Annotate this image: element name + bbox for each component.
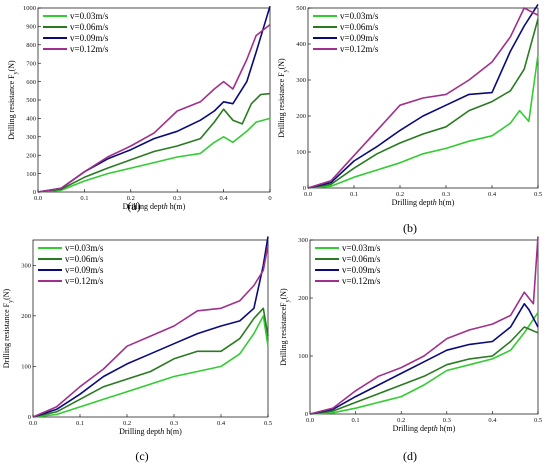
series-line — [307, 7, 539, 189]
x-tick-label: 0.3 — [443, 417, 451, 424]
legend-entry: v=0.06m/s — [342, 254, 381, 264]
series-line — [32, 236, 269, 418]
series-line — [309, 236, 539, 415]
legend-entry: v=0.03m/s — [65, 243, 104, 253]
legend-entry: v=0.09m/s — [342, 265, 381, 275]
x-tick-label: 0.4 — [488, 191, 497, 198]
x-tick-label: 0.0 — [34, 195, 42, 202]
panel-label: (a) — [127, 199, 140, 213]
y-tick-label: 200 — [296, 113, 306, 120]
y-tick-label: 400 — [296, 41, 306, 48]
legend-entry: v=0.09m/s — [70, 33, 109, 43]
x-tick-label: 0.3 — [170, 420, 178, 427]
legend-entry: v=0.12m/s — [70, 44, 109, 54]
legend-entry: v=0.03m/s — [342, 243, 381, 253]
legend-entry: v=0.12m/s — [340, 44, 379, 54]
x-tick-label: 0.2 — [127, 195, 135, 202]
panel-label: (d) — [403, 449, 417, 463]
legend-entry: v=0.03m/s — [340, 11, 379, 21]
x-tick-label: 0.3 — [442, 191, 450, 198]
legend-entry: v=0.12m/s — [342, 276, 381, 286]
legend-entry: v=0.06m/s — [65, 254, 104, 264]
x-tick-label: 0.5 — [534, 191, 542, 198]
y-tick-label: 200 — [298, 295, 308, 302]
x-tick-label: 0.5 — [264, 420, 272, 427]
series-line — [37, 117, 271, 193]
x-tick-label: 0.4 — [217, 420, 226, 427]
y-tick-label: 0 — [33, 189, 36, 196]
y-tick-label: 400 — [26, 116, 36, 123]
y-tick-label: 0 — [303, 185, 306, 192]
series-line — [309, 326, 539, 415]
y-tick-label: 100 — [21, 364, 31, 371]
x-axis-label: Drilling depth h(m) — [123, 202, 186, 211]
series-line — [307, 3, 539, 189]
chart-panel: 0.0 0.1 0.2 0.3 0.4 0.5 0 100 200 300 400 500 Drilli… — [277, 3, 542, 235]
legend-entry: v=0.06m/s — [70, 22, 109, 32]
x-tick-label: 0.0 — [306, 417, 314, 424]
chart-panel: 0.0 0.1 0.2 0.3 0.4 0 0 100 200 300 400 500 600 700 80… — [7, 5, 272, 213]
x-tick-label: 0.4 — [220, 195, 229, 202]
panel-label: (b) — [403, 221, 417, 235]
y-axis-label: Drilling resistance Fy(N) — [2, 288, 14, 368]
chart-panel: 0.0 0.1 0.2 0.3 0.4 0.5 0 100 200 300 Drilling dep… — [2, 236, 272, 463]
series-line — [32, 244, 269, 418]
x-tick-label: 0.4 — [488, 417, 497, 424]
x-tick-label: 0.1 — [80, 195, 88, 202]
x-axis-label: Drilling depth h(m) — [393, 424, 456, 433]
series-line — [307, 18, 539, 189]
series-line — [309, 302, 539, 415]
legend-entry: v=0.09m/s — [340, 33, 379, 43]
y-tick-label: 500 — [296, 5, 306, 12]
y-tick-label: 100 — [26, 171, 36, 178]
y-axis-label: Drilling resistanceFy(N) — [279, 288, 291, 366]
plot-frame — [32, 239, 269, 418]
x-tick-label: 0.1 — [76, 420, 84, 427]
y-tick-label: 300 — [296, 77, 306, 84]
x-tick-label: 0.3 — [173, 195, 181, 202]
y-tick-label: 500 — [26, 97, 36, 104]
series-line — [307, 54, 539, 189]
x-tick-label: 0 — [268, 195, 271, 202]
x-tick-label: 0.1 — [350, 191, 358, 198]
series-line — [32, 315, 269, 418]
y-axis-label: Drilling resistance Fy(N) — [7, 60, 19, 140]
x-tick-label: 0.0 — [29, 420, 37, 427]
series-line — [37, 23, 271, 193]
y-tick-label: 300 — [298, 237, 308, 244]
y-tick-label: 100 — [298, 353, 308, 360]
y-tick-label: 0 — [28, 414, 31, 421]
y-tick-label: 600 — [26, 79, 36, 86]
x-tick-label: 0.0 — [304, 191, 312, 198]
x-axis-label: Drilling depth h(m) — [119, 427, 182, 436]
y-tick-label: 100 — [296, 149, 306, 156]
x-axis-label: Drilling depth h(m) — [392, 198, 455, 207]
y-tick-label: 1000 — [23, 5, 36, 12]
y-axis-label: Drilling resistance Fy(N) — [277, 58, 289, 138]
y-tick-label: 200 — [21, 313, 31, 320]
y-tick-label: 300 — [26, 134, 36, 141]
y-tick-label: 700 — [26, 60, 36, 67]
legend-entry: v=0.09m/s — [65, 265, 104, 275]
chart-panel: 0.0 0.1 0.2 0.3 0.4 0.5 0 100 200 300 Drilling dep… — [279, 236, 542, 463]
legend-entry: v=0.03m/s — [70, 11, 109, 21]
panel-label: (c) — [135, 449, 148, 463]
series-line — [32, 307, 269, 418]
x-tick-label: 0.2 — [397, 417, 405, 424]
legend-entry: v=0.06m/s — [340, 22, 379, 32]
x-tick-label: 0.2 — [396, 191, 404, 198]
x-tick-label: 0.2 — [123, 420, 131, 427]
y-tick-label: 800 — [26, 42, 36, 49]
y-tick-label: 200 — [26, 152, 36, 159]
x-tick-label: 0.5 — [534, 417, 542, 424]
plot-frame — [307, 7, 539, 189]
y-tick-label: 0 — [305, 411, 308, 418]
series-line — [309, 312, 539, 415]
legend-entry: v=0.12m/s — [65, 276, 104, 286]
y-tick-label: 900 — [26, 24, 36, 31]
series-line — [37, 92, 271, 193]
x-tick-label: 0.1 — [352, 417, 360, 424]
y-tick-label: 300 — [21, 262, 31, 269]
